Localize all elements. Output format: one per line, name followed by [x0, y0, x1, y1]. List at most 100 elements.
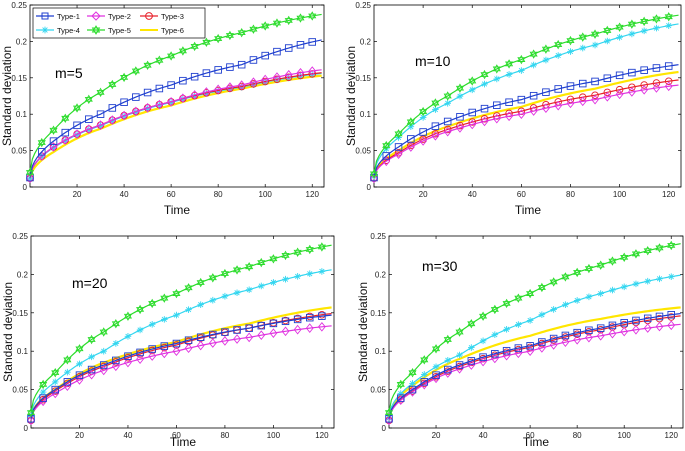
- y-tick-label: 0.2: [16, 37, 28, 46]
- data-point: [88, 354, 95, 361]
- data-point: [161, 316, 168, 323]
- legend-label: Type-5: [108, 26, 131, 35]
- data-point: [586, 293, 593, 300]
- data-point: [481, 81, 488, 88]
- x-tick-label: 80: [214, 190, 223, 199]
- x-tick-label: 80: [566, 190, 575, 199]
- x-tick-label: 80: [220, 431, 229, 440]
- data-point: [592, 42, 599, 49]
- data-point: [668, 273, 675, 280]
- series-line: [374, 24, 679, 176]
- data-point: [234, 289, 241, 296]
- legend-label: Type-2: [108, 12, 131, 21]
- plot-frame: [374, 5, 681, 187]
- y-tick-label: 0.05: [11, 147, 27, 156]
- chart-panel-m20: 0 0.05 0.1 0.15 0.2 0.25 20 40 60 80 100 120 Stand…: [1, 232, 334, 449]
- data-point: [492, 331, 499, 338]
- y-axis-label: Standard deviation: [344, 46, 358, 146]
- panel-annotation: m=30: [422, 258, 458, 274]
- y-tick-label: 0: [24, 424, 29, 433]
- data-point: [282, 276, 289, 283]
- x-tick-label: 120: [662, 190, 676, 199]
- chart-panel-m5: 0 0.05 0.1 0.15 0.2 0.25 20 40 60 80 100 120 Stand…: [0, 1, 324, 217]
- data-point: [137, 327, 144, 334]
- data-point: [294, 273, 301, 280]
- y-tick-label: 0.2: [360, 37, 372, 46]
- series-type-5: [28, 243, 332, 416]
- y-axis-label: Standard deviation: [1, 282, 15, 382]
- data-point: [222, 293, 229, 300]
- series-type-1: [27, 39, 322, 181]
- legend: Type-1 Type-2 Type-3 Type-4: [33, 8, 205, 38]
- data-point: [113, 340, 120, 347]
- y-tick-label: 0.1: [16, 110, 28, 119]
- x-axis-label: Time: [164, 203, 191, 217]
- data-point: [506, 71, 513, 78]
- data-point: [457, 93, 464, 100]
- y-tick-label: 0: [367, 183, 372, 192]
- y-axis-label: Standard deviation: [0, 46, 14, 146]
- x-axis-label: Time: [515, 203, 542, 217]
- data-point: [539, 311, 546, 318]
- y-tick-labels: 00.050.10.150.20.25: [12, 232, 334, 433]
- panel-annotation: m=10: [415, 53, 451, 69]
- panel-annotation: m=5: [55, 65, 83, 81]
- data-point: [616, 34, 623, 41]
- y-tick-label: 0.2: [375, 270, 387, 279]
- panel-annotation: m=20: [72, 275, 108, 291]
- x-tick-label: 120: [315, 431, 329, 440]
- data-point: [527, 317, 534, 324]
- data-point: [644, 278, 651, 285]
- series-type-6: [374, 72, 679, 178]
- data-point: [543, 57, 550, 64]
- x-tick-label: 40: [468, 190, 477, 199]
- x-tick-label: 40: [479, 431, 488, 440]
- data-point: [210, 297, 217, 304]
- data-point: [494, 76, 501, 83]
- series-type-1: [386, 311, 681, 422]
- y-tick-label: 0.15: [370, 309, 386, 318]
- x-tick-label: 120: [665, 431, 679, 440]
- series-line: [374, 72, 679, 178]
- x-axis-label: Time: [170, 435, 197, 449]
- chart-panel-m10: 00.050.10.150.20.25 20 40 60 80 100 120 Stand…: [344, 1, 681, 217]
- x-tick-label: 120: [306, 190, 320, 199]
- data-point: [562, 301, 569, 308]
- data-point: [550, 306, 557, 313]
- x-tick-label: 100: [259, 190, 273, 199]
- x-tick-label: 20: [73, 190, 82, 199]
- x-tick-label: 20: [419, 190, 428, 199]
- data-point: [52, 379, 59, 386]
- data-point: [468, 344, 475, 351]
- data-point: [149, 321, 156, 328]
- y-tick-label: 0: [23, 183, 28, 192]
- x-tick-label: 100: [613, 190, 627, 199]
- data-point: [653, 25, 660, 32]
- data-point: [621, 284, 628, 291]
- x-tick-label: 20: [75, 431, 84, 440]
- data-point: [604, 38, 611, 45]
- x-tick-label: 60: [167, 190, 176, 199]
- chart-panel-m30: 00.050.10.150.20.25 20 40 60 80 100 120 Stand…: [356, 232, 683, 449]
- data-point: [656, 275, 663, 282]
- data-point: [530, 62, 537, 69]
- y-tick-label: 0.05: [12, 386, 28, 395]
- data-point: [444, 100, 451, 107]
- star-marker-icon: [42, 27, 49, 34]
- y-tick-labels: 00.050.10.150.20.25: [370, 232, 683, 433]
- series-line: [389, 316, 681, 420]
- x-tick-label: 100: [267, 431, 281, 440]
- y-tick-label: 0.25: [355, 1, 371, 10]
- y-tick-label: 0.2: [17, 270, 29, 279]
- series-type-2: [28, 323, 332, 425]
- data-point: [555, 52, 562, 59]
- series-type-3: [371, 78, 679, 182]
- legend-label: Type-1: [57, 12, 80, 21]
- x-axis-label: Time: [523, 435, 550, 449]
- data-point: [503, 326, 510, 333]
- x-tick-label: 100: [618, 431, 632, 440]
- data-point: [197, 301, 204, 308]
- x-tick-label: 80: [573, 431, 582, 440]
- data-point: [633, 281, 640, 288]
- legend-label: Type-4: [57, 26, 80, 35]
